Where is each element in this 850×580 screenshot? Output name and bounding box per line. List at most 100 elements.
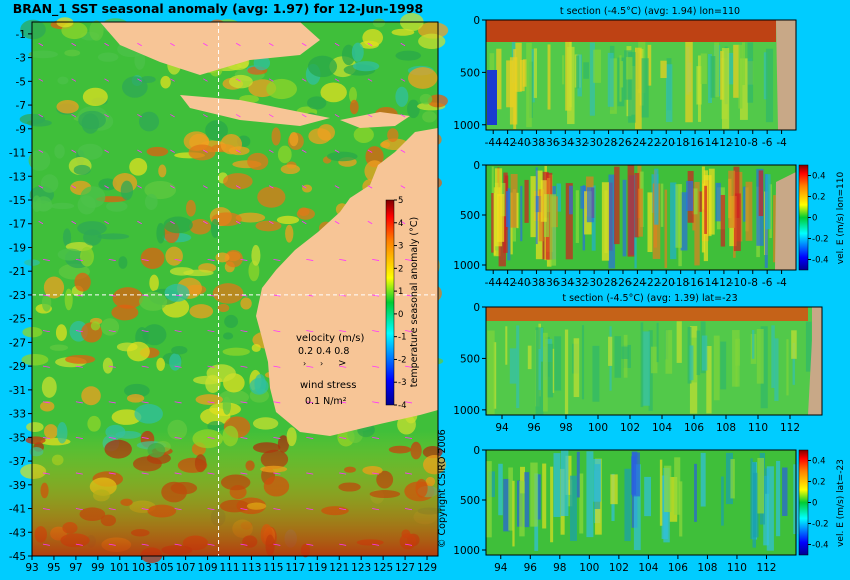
anomaly-patch bbox=[252, 417, 279, 430]
anomaly-patch bbox=[40, 401, 55, 412]
anomaly-patch bbox=[81, 113, 100, 134]
wind-arrow bbox=[207, 508, 215, 511]
wind-arrow bbox=[108, 436, 116, 439]
vel-section-lon-field bbox=[491, 165, 779, 269]
wind-arrow bbox=[372, 330, 380, 333]
section-cell bbox=[631, 456, 636, 495]
wind-arrow bbox=[400, 220, 406, 225]
vel-section-lon-x-tick-label: -38 bbox=[528, 277, 545, 289]
section-cell bbox=[576, 451, 580, 498]
section-cell bbox=[640, 58, 649, 118]
wind-arrow bbox=[301, 114, 307, 118]
section-cell bbox=[738, 44, 743, 109]
wind-arrow bbox=[400, 114, 406, 118]
anomaly-patch bbox=[90, 321, 101, 331]
section-cell bbox=[608, 336, 613, 366]
wind-arrow bbox=[235, 185, 241, 189]
section-cell bbox=[632, 452, 640, 497]
wind-arrow bbox=[240, 294, 248, 297]
anomaly-patch bbox=[20, 19, 46, 40]
anomaly-patch bbox=[205, 120, 229, 141]
wind-arrow bbox=[207, 472, 215, 475]
vel-section-lon-colorbar bbox=[798, 164, 809, 271]
section-cell bbox=[515, 42, 522, 92]
map-y-tick-label: -43 bbox=[9, 527, 26, 539]
section-cell bbox=[589, 42, 595, 116]
map-y-tick-label: -39 bbox=[9, 480, 26, 492]
section-cell bbox=[581, 325, 585, 400]
wind-arrow bbox=[372, 365, 380, 368]
vel-section-lat-y-tick-label: 500 bbox=[460, 495, 480, 507]
anomaly-patch bbox=[422, 111, 437, 123]
vel-section-lon-x-tick-label: -28 bbox=[600, 277, 617, 289]
wind-arrow bbox=[268, 114, 274, 118]
wind-arrow bbox=[170, 78, 175, 82]
section-cell bbox=[524, 472, 530, 528]
anomaly-patch bbox=[80, 246, 94, 267]
vel-section-lon-x-tick-label: -30 bbox=[586, 277, 603, 289]
section-cell bbox=[575, 190, 579, 243]
wind-arrow bbox=[42, 436, 50, 439]
vel-section-lon-x-tick-label: -14 bbox=[701, 277, 718, 289]
wind-arrow bbox=[367, 149, 373, 153]
anomaly-patch bbox=[146, 146, 169, 157]
anomaly-patch bbox=[50, 202, 75, 210]
wind-arrow bbox=[174, 401, 182, 404]
wind-arrow bbox=[108, 508, 116, 511]
section-cell bbox=[733, 166, 740, 218]
anomaly-patch bbox=[222, 347, 250, 356]
map-land-indonesia bbox=[100, 22, 320, 75]
section-cell bbox=[644, 476, 651, 517]
section-cell bbox=[660, 60, 667, 79]
wind-arrow bbox=[372, 508, 380, 511]
wind-arrow bbox=[75, 258, 83, 261]
section-cell bbox=[601, 182, 610, 261]
section-cell bbox=[701, 166, 705, 253]
vel-section-lon-y-tick-label: 1000 bbox=[453, 260, 480, 272]
section-cell bbox=[694, 181, 700, 266]
section-cell bbox=[776, 460, 781, 537]
anomaly-patch bbox=[235, 212, 266, 223]
section-cell bbox=[675, 184, 682, 248]
map-x-tick-label: 93 bbox=[25, 562, 38, 574]
vel-section-lat-x-tick-label: 96 bbox=[524, 562, 538, 574]
anomaly-patch bbox=[26, 422, 44, 432]
vel-section-lon-colorbar-ticks: 0.4 0.2 0 -0.2 -0.4 bbox=[808, 172, 829, 266]
section-cell bbox=[538, 349, 542, 391]
anomaly-patch bbox=[417, 22, 449, 39]
anomaly-patch bbox=[224, 314, 239, 329]
t-section-lat-x-tick-label: 102 bbox=[620, 422, 640, 434]
anomaly-patch bbox=[129, 158, 148, 176]
t-section-lon-x-tick-label: -12 bbox=[715, 137, 732, 149]
anomaly-patch bbox=[62, 228, 72, 247]
section-cell bbox=[552, 348, 555, 393]
section-cell bbox=[640, 322, 644, 408]
wind-arrow bbox=[137, 42, 142, 47]
wind-arrow bbox=[372, 472, 380, 475]
t-section-lat-y-tick-label: 1000 bbox=[453, 405, 480, 417]
anomaly-patch bbox=[102, 357, 114, 374]
wind-arrow bbox=[71, 42, 77, 47]
wind-arrow bbox=[170, 185, 175, 189]
wind-arrow bbox=[301, 78, 307, 82]
wind-arrow bbox=[334, 114, 340, 118]
t-section-lon-panel: -44-42-40-38-36-34-32-30-28-26-24-22-20-… bbox=[453, 15, 797, 149]
vel-section-lon-x-tick-label: -12 bbox=[715, 277, 732, 289]
section-cell bbox=[793, 464, 801, 535]
vel-section-lat-x-tick-label: 104 bbox=[638, 562, 658, 574]
vel-section-lon-x-tick-label: -4 bbox=[776, 277, 787, 289]
anomaly-patch bbox=[64, 288, 73, 311]
wind-arrow bbox=[367, 185, 373, 189]
wind-arrow bbox=[137, 114, 142, 118]
map-x-tick-label: 107 bbox=[176, 562, 196, 574]
wind-arrow bbox=[75, 401, 83, 404]
map-y-tick-label: -17 bbox=[9, 219, 26, 231]
velocity-legend-arrow-2: › bbox=[320, 359, 323, 368]
anomaly-patch bbox=[35, 196, 52, 212]
section-cell bbox=[503, 478, 510, 532]
anomaly-patch bbox=[77, 143, 103, 160]
t-section-lon-x-tick-label: -20 bbox=[658, 137, 675, 149]
anomaly-patch bbox=[215, 252, 230, 263]
wind-arrow bbox=[207, 543, 215, 546]
